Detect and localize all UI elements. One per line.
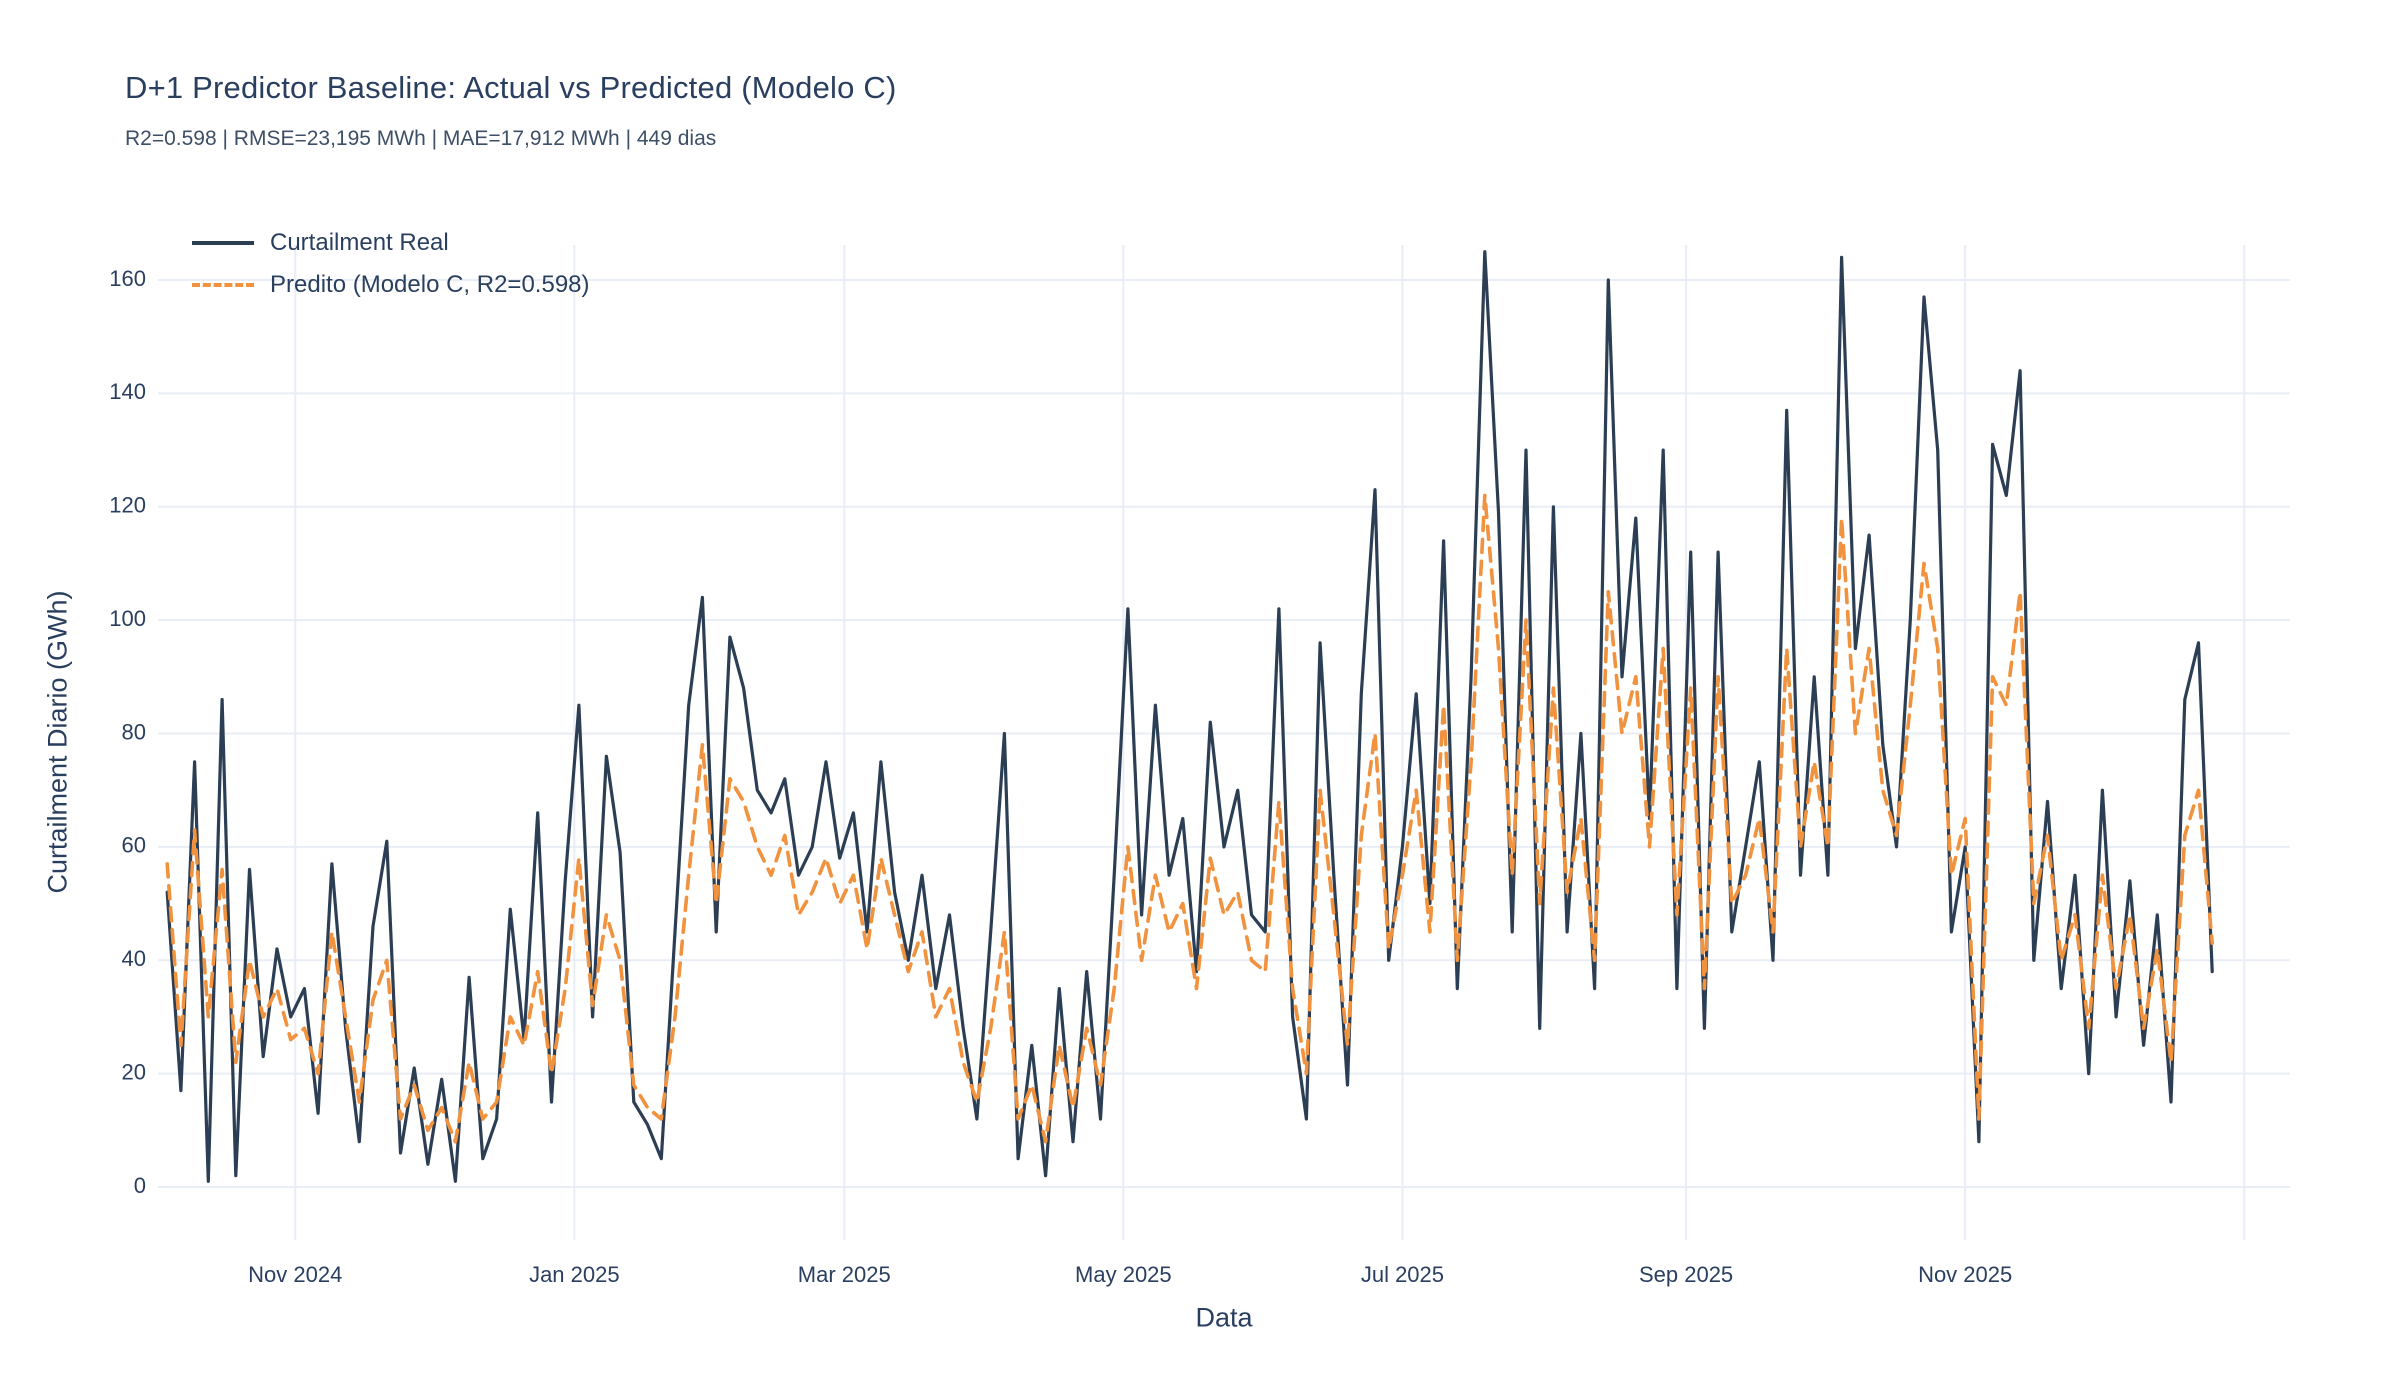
legend-item-actual[interactable]: Curtailment Real <box>192 226 590 260</box>
chart-subtitle: R2=0.598 | RMSE=23,195 MWh | MAE=17,912 … <box>125 127 717 150</box>
y-tick-label: 60 <box>122 833 146 858</box>
y-tick-label: 160 <box>109 266 146 291</box>
legend-label-predicted: Predito (Modelo C, R2=0.598) <box>270 271 590 298</box>
x-tick-label: Jul 2025 <box>1361 1262 1444 1287</box>
y-tick-label: 0 <box>134 1173 146 1198</box>
y-tick-label: 120 <box>109 493 146 518</box>
x-tick-label: Mar 2025 <box>798 1262 891 1287</box>
x-tick-label: Nov 2024 <box>248 1262 342 1287</box>
x-tick-label: Sep 2025 <box>1639 1262 1733 1287</box>
y-tick-label: 80 <box>122 719 146 744</box>
y-tick-label: 140 <box>109 379 146 404</box>
actual-series-line <box>165 250 2214 1183</box>
x-tick-label: May 2025 <box>1075 1262 1172 1287</box>
actual-line-swatch-icon <box>192 241 254 245</box>
legend-item-predicted[interactable]: Predito (Modelo C, R2=0.598) <box>192 268 590 302</box>
legend: Curtailment Real Predito (Modelo C, R2=0… <box>192 226 590 302</box>
y-tick-label: 40 <box>122 946 146 971</box>
y-tick-label: 20 <box>122 1059 146 1084</box>
x-axis-title: Data <box>1195 1302 1253 1333</box>
predicted-series-line <box>165 493 2214 1144</box>
legend-label-actual: Curtailment Real <box>270 229 449 256</box>
predicted-line-swatch-icon <box>192 283 254 287</box>
chart-title: D+1 Predictor Baseline: Actual vs Predic… <box>125 70 897 105</box>
x-tick-label: Nov 2025 <box>1918 1262 2012 1287</box>
y-tick-label: 100 <box>109 606 146 631</box>
x-tick-label: Jan 2025 <box>529 1262 620 1287</box>
y-axis-title: Curtailment Diario (GWh) <box>42 590 73 894</box>
